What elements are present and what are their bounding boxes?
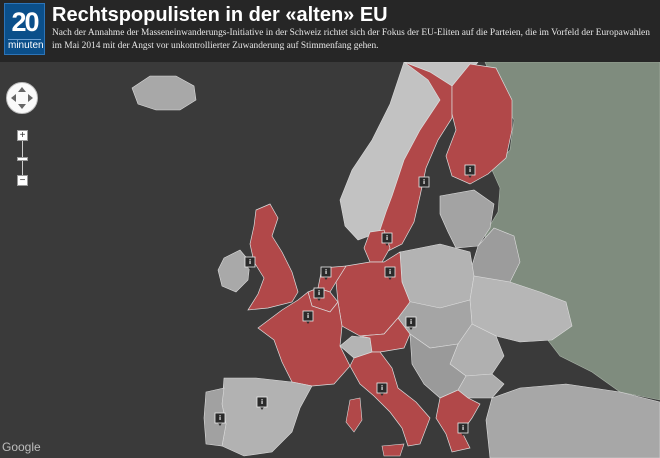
country-italy[interactable] bbox=[349, 351, 431, 447]
info-marker-label: i bbox=[261, 399, 263, 406]
info-marker-icon[interactable]: i bbox=[256, 396, 268, 410]
country-united-kingdom[interactable] bbox=[247, 203, 299, 311]
page-subtitle: Nach der Annahme der Masseneinwanderungs… bbox=[52, 28, 650, 51]
info-marker-icon[interactable]: i bbox=[457, 422, 469, 436]
info-marker-label: i bbox=[325, 269, 327, 276]
zoom-slider-handle[interactable] bbox=[17, 157, 28, 161]
info-marker-label: i bbox=[219, 415, 221, 422]
island-sardinia[interactable] bbox=[345, 397, 363, 433]
info-marker-icon[interactable]: i bbox=[405, 316, 417, 330]
arrow-up-icon[interactable] bbox=[18, 87, 26, 92]
info-marker-label: i bbox=[423, 179, 425, 186]
country-poland[interactable] bbox=[399, 243, 475, 309]
info-marker-icon[interactable]: i bbox=[418, 176, 430, 190]
info-marker-icon[interactable]: i bbox=[376, 382, 388, 396]
header-bar: 20 minuten Rechtspopulisten in der «alte… bbox=[0, 0, 660, 62]
island-sicily[interactable] bbox=[381, 443, 405, 457]
info-marker-label: i bbox=[318, 290, 320, 297]
country-ireland[interactable] bbox=[217, 249, 251, 293]
info-marker-label: i bbox=[386, 235, 388, 242]
arrow-down-icon[interactable] bbox=[18, 104, 26, 109]
logo-20-minuten[interactable]: 20 minuten bbox=[4, 3, 45, 55]
info-marker-label: i bbox=[462, 425, 464, 432]
info-marker-icon[interactable]: i bbox=[313, 287, 325, 301]
country-finland[interactable] bbox=[445, 63, 513, 185]
zoom-in-button[interactable]: + bbox=[17, 130, 28, 141]
info-marker-label: i bbox=[381, 385, 383, 392]
info-marker-label: i bbox=[389, 269, 391, 276]
arrow-left-icon[interactable] bbox=[11, 94, 16, 102]
country-iceland[interactable] bbox=[131, 75, 197, 111]
info-marker-label: i bbox=[469, 167, 471, 174]
info-marker-icon[interactable]: i bbox=[381, 232, 393, 246]
zoom-out-button[interactable]: − bbox=[17, 175, 28, 186]
info-marker-icon[interactable]: i bbox=[384, 266, 396, 280]
info-marker-icon[interactable]: i bbox=[214, 412, 226, 426]
logo-word: minuten bbox=[8, 39, 44, 51]
country-austria[interactable] bbox=[359, 317, 411, 353]
country-turkey[interactable] bbox=[485, 383, 660, 458]
info-marker-icon[interactable]: i bbox=[244, 256, 256, 270]
info-marker-icon[interactable]: i bbox=[320, 266, 332, 280]
info-marker-label: i bbox=[249, 259, 251, 266]
page-title: Rechtspopulisten in der «alten» EU bbox=[52, 4, 388, 26]
arrow-right-icon[interactable] bbox=[28, 94, 33, 102]
google-attribution[interactable]: Google bbox=[2, 440, 41, 454]
country-france[interactable] bbox=[257, 291, 351, 387]
info-marker-label: i bbox=[410, 319, 412, 326]
info-marker-label: i bbox=[307, 313, 309, 320]
pan-control[interactable] bbox=[6, 82, 38, 114]
info-marker-icon[interactable]: i bbox=[302, 310, 314, 324]
info-marker-icon[interactable]: i bbox=[464, 164, 476, 178]
logo-number: 20 bbox=[11, 7, 39, 37]
